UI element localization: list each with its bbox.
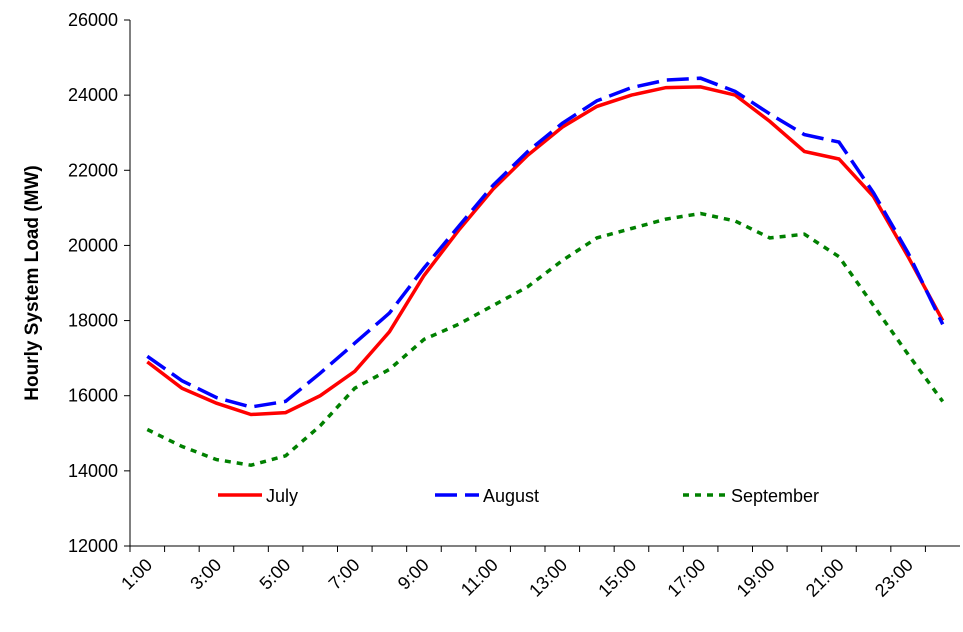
y-tick-label: 12000 [68,536,118,556]
legend-label: July [266,486,298,506]
y-tick-label: 16000 [68,386,118,406]
x-tick-label: 23:00 [871,555,917,601]
y-tick-label: 26000 [68,10,118,30]
y-tick-label: 18000 [68,311,118,331]
x-tick-label: 13:00 [525,555,571,601]
line-series [146,211,945,467]
x-tick-label: 21:00 [802,555,848,601]
legend-label: September [731,486,819,506]
y-tick-label: 20000 [68,235,118,255]
x-tick-label: 7:00 [325,555,364,594]
y-tick-label: 14000 [68,461,118,481]
x-tick-label: 11:00 [457,555,502,600]
x-tick-label: 9:00 [394,555,433,594]
x-tick-label: 19:00 [733,555,779,601]
x-tick-label: 17:00 [663,555,709,601]
legend-label: August [483,486,539,506]
x-tick-label: 5:00 [256,555,295,594]
y-tick-label: 22000 [68,160,118,180]
x-tick-label: 1:00 [117,555,156,594]
line-series [146,85,945,417]
line-series [146,76,945,409]
y-tick-label: 24000 [68,85,118,105]
y-axis-label: Hourly System Load (MW) [22,165,43,400]
x-tick-label: 3:00 [186,555,225,594]
x-tick-label: 15:00 [594,555,640,601]
